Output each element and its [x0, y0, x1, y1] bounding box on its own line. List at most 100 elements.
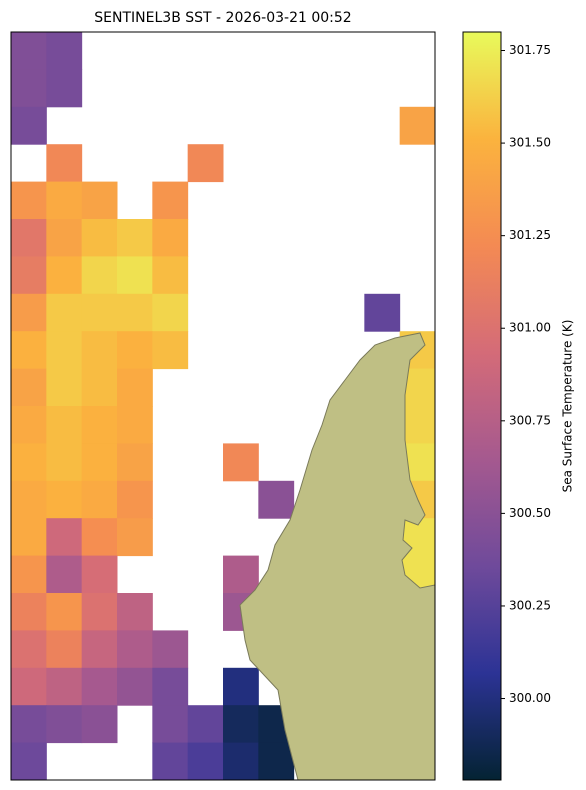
sst-cell: [11, 406, 47, 444]
sst-cell: [258, 480, 295, 519]
sst-cell: [117, 443, 153, 482]
sst-cell: [152, 256, 189, 295]
sst-cell: [81, 443, 118, 482]
sst-cell: [46, 593, 83, 631]
sst-cell: [46, 32, 83, 70]
sst-cell: [258, 742, 295, 780]
sst-cell: [11, 518, 47, 557]
chart-title: SENTINEL3B SST - 2026-03-21 00:52: [94, 10, 351, 26]
sst-cell: [81, 181, 118, 220]
sst-cell: [81, 256, 118, 295]
sst-cell: [46, 144, 83, 183]
sst-cell: [152, 331, 189, 370]
colorbar-tick-label: 301.25: [509, 228, 551, 242]
colorbar: [462, 31, 502, 781]
sst-cell: [81, 368, 118, 407]
sst-cell: [46, 667, 83, 706]
sst-cell: [46, 630, 83, 669]
sst-cell: [81, 667, 118, 706]
sst-cell: [223, 742, 259, 780]
sst-cell: [223, 555, 259, 594]
sst-cell: [11, 480, 47, 519]
sst-cell: [11, 256, 47, 295]
sst-cell: [11, 69, 47, 108]
colorbar-tick-label: 300.75: [509, 413, 551, 427]
sst-cell: [11, 593, 47, 631]
colorbar-tick-label: 301.75: [509, 43, 551, 57]
sst-cell: [46, 518, 83, 557]
sst-cell: [117, 368, 153, 407]
sst-cell: [117, 293, 153, 332]
sst-cell: [117, 630, 153, 669]
sst-cell: [11, 667, 47, 706]
sst-cell: [11, 630, 47, 669]
sst-cell: [11, 742, 47, 780]
sst-cell: [399, 406, 435, 444]
sst-cell: [11, 106, 47, 145]
sst-cell: [117, 331, 153, 370]
sst-cell: [46, 69, 83, 108]
sst-cell: [46, 181, 83, 220]
sst-cell: [223, 705, 259, 744]
sst-cell: [364, 293, 401, 332]
sst-cell: [187, 742, 224, 780]
sst-cell: [11, 705, 47, 744]
sst-cell: [81, 593, 118, 631]
sst-cell: [46, 331, 83, 370]
sst-cell: [11, 331, 47, 370]
sst-cell: [117, 667, 153, 706]
sst-cell: [152, 630, 189, 669]
sst-cell: [11, 443, 47, 482]
colorbar-label: Sea Surface Temperature (K): [561, 320, 575, 493]
sst-cell: [117, 219, 153, 257]
colorbar-tick-label: 300.25: [509, 598, 551, 612]
sst-cell: [11, 368, 47, 407]
sst-cell: [11, 555, 47, 594]
sst-cell: [46, 443, 83, 482]
sst-cell: [223, 667, 259, 706]
sst-cell: [46, 368, 83, 407]
sst-cell: [46, 219, 83, 257]
sst-cell: [152, 667, 189, 706]
map-layer: [11, 32, 435, 780]
sst-cell: [81, 705, 118, 744]
sst-cell: [46, 555, 83, 594]
sst-cell: [152, 293, 189, 332]
colorbar-tick-label: 301.50: [509, 136, 551, 150]
colorbar-tick-label: 301.00: [509, 321, 551, 335]
sst-cell: [117, 593, 153, 631]
land: [239, 332, 435, 780]
sst-cell: [11, 181, 47, 220]
sst-cell: [152, 181, 189, 220]
sst-cell: [81, 331, 118, 370]
sst-cell: [117, 406, 153, 444]
sst-cell: [46, 705, 83, 744]
sst-cell: [117, 480, 153, 519]
sst-cell: [117, 518, 153, 557]
sst-cell: [81, 630, 118, 669]
colorbar-tick-label: 300.00: [509, 691, 551, 705]
sst-cell: [152, 705, 189, 744]
sst-cell: [117, 256, 153, 295]
sst-cell: [399, 106, 435, 145]
sst-cell: [11, 32, 47, 70]
sst-cell: [187, 705, 224, 744]
map-frame: [10, 31, 436, 781]
sst-cell: [11, 293, 47, 332]
sst-cell: [81, 406, 118, 444]
sst-cell: [46, 480, 83, 519]
sst-cell: [81, 293, 118, 332]
sst-cell: [81, 219, 118, 257]
sst-cell: [152, 742, 189, 780]
sst-cell: [46, 256, 83, 295]
sst-cell: [187, 144, 224, 183]
sst-cell: [81, 518, 118, 557]
sst-cell: [81, 555, 118, 594]
sst-cell: [81, 480, 118, 519]
sst-cell: [11, 219, 47, 257]
sst-cell: [46, 293, 83, 332]
colorbar-tick-label: 300.50: [509, 506, 551, 520]
sst-cell: [152, 219, 189, 257]
sst-cell: [46, 406, 83, 444]
sst-cell: [223, 443, 259, 482]
